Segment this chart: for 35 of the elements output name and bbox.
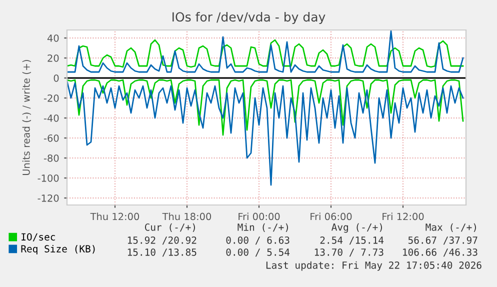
line-series <box>67 80 464 186</box>
x-tick-label: Fri 06:00 <box>310 212 352 220</box>
text: Avg (-/+) <box>332 223 382 233</box>
y-tick-label: -80 <box>44 154 59 162</box>
text: 15.10 /13.85 <box>128 248 196 257</box>
text: Last update: Fri May 22 17:05:40 2026 <box>266 261 482 271</box>
text: Max (-/+) <box>426 223 476 232</box>
text: 0.00 / 5.54 <box>226 248 290 257</box>
text: Min (-/+) <box>238 223 288 232</box>
y-tick-label: -40 <box>44 114 59 122</box>
text: 2.54 /15.14 <box>320 236 384 245</box>
text: Cur (-/+) <box>144 223 195 232</box>
line-series <box>67 39 464 68</box>
x-tick-label: Thu 18:00 <box>162 212 212 220</box>
text: 56.67 /37.97 <box>408 236 478 245</box>
x-tick-label: Fri 12:00 <box>382 212 424 220</box>
y-axis-title: Units read (-) / write (+) <box>22 60 31 176</box>
y-tick-label: 40 <box>47 34 59 42</box>
y-tick-label: -20 <box>44 94 59 102</box>
line-series <box>67 79 464 136</box>
line-series <box>67 30 464 73</box>
legend-label: Req Size (KB) <box>21 244 95 254</box>
legend-label: IO/sec <box>22 233 55 242</box>
text: 15.92 /20.92 <box>128 236 196 245</box>
y-tick-label: 20 <box>48 54 59 62</box>
y-tick-label: -120 <box>38 194 59 202</box>
x-tick-label: Fri 00:00 <box>238 212 280 220</box>
x-tick-label: Thu 12:00 <box>90 212 140 220</box>
y-tick-label: 0 <box>54 74 59 82</box>
text: 13.70 / 7.73 <box>314 248 384 257</box>
chart-title: IOs for /dev/vda - by day <box>172 12 326 24</box>
y-tick-label: -60 <box>44 134 59 142</box>
text: 106.66 /46.33 <box>403 248 478 257</box>
y-tick-label: -100 <box>38 174 59 182</box>
text: 0.00 / 6.63 <box>226 236 290 245</box>
